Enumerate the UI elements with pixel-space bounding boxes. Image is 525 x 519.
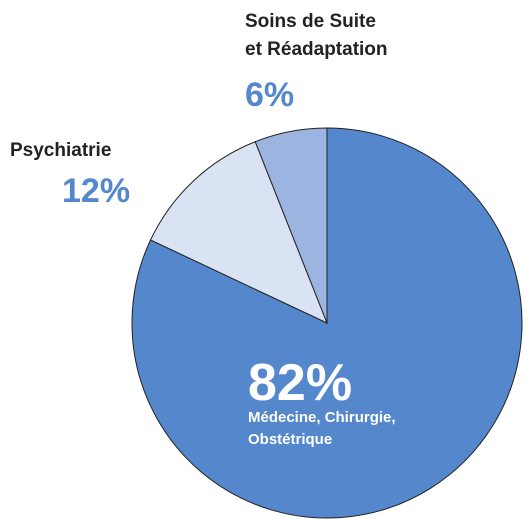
percent-label: 12% (62, 172, 130, 210)
category-label: Médecine, Chirurgie, (248, 409, 396, 426)
pie-slice (254, 127, 328, 324)
category-label: Obstétrique (248, 431, 332, 448)
percent-label: 6% (245, 76, 294, 114)
category-label: Psychiatrie (10, 140, 111, 161)
category-label: Soins de Suite (245, 11, 376, 32)
category-label: et Réadaptation (245, 39, 388, 60)
percent-label: 82% (248, 354, 352, 412)
pie-slice (149, 141, 328, 324)
